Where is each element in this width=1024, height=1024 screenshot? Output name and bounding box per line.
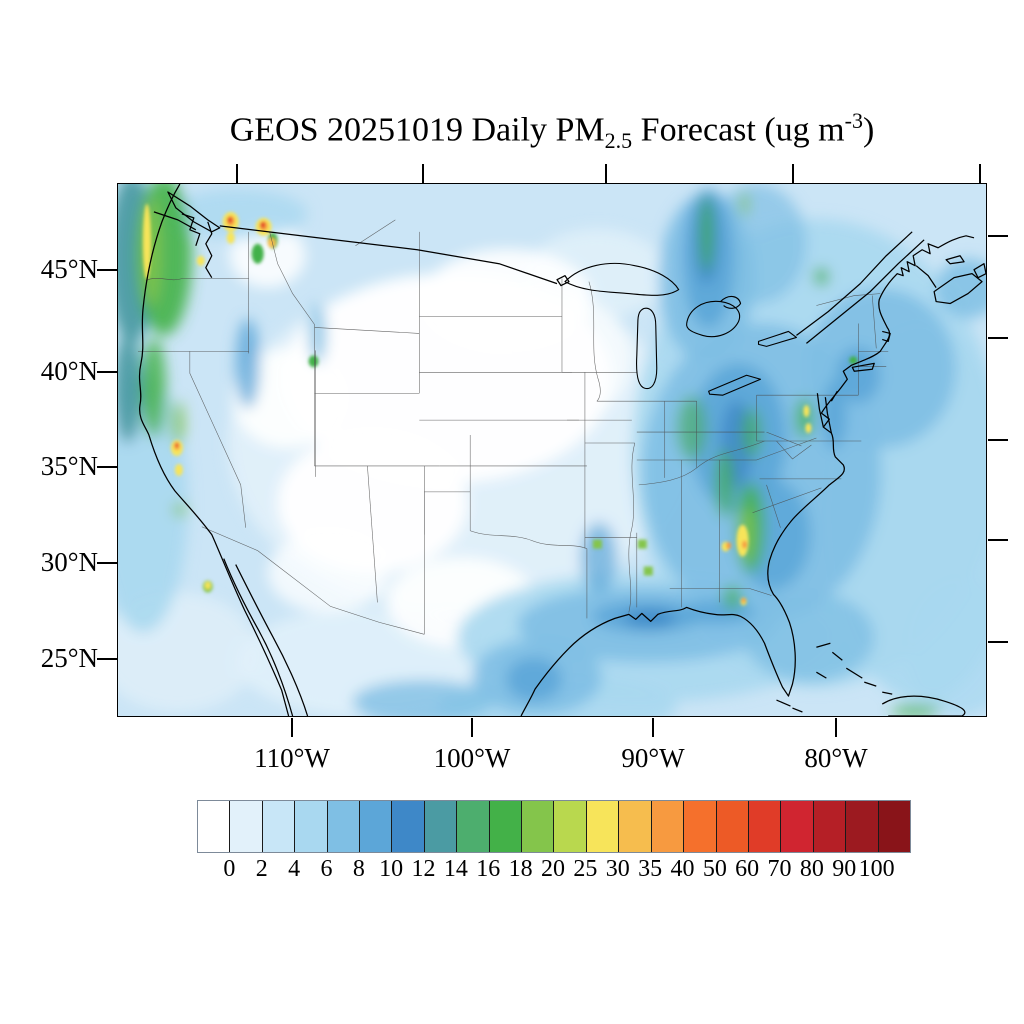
lat-tick-label: 35°N xyxy=(40,451,98,481)
map-panel xyxy=(117,183,987,717)
colorbar-tick-label: 70 xyxy=(767,856,792,882)
axis-tick-right xyxy=(988,641,1008,643)
axis-tick-right xyxy=(988,539,1008,541)
colorbar-tick-label: 90 xyxy=(832,856,857,882)
colorbar-cell xyxy=(392,801,425,852)
axis-tick-top xyxy=(979,164,981,183)
lat-tick-label: 30°N xyxy=(40,547,98,577)
colorbar-tick-label: 0 xyxy=(223,856,236,882)
colorbar-tick-label: 14 xyxy=(443,856,468,882)
axis-tick-top xyxy=(236,164,238,183)
lat-tick-label: 40°N xyxy=(40,356,98,386)
colorbar-cell xyxy=(230,801,263,852)
colorbar-cell xyxy=(424,801,458,852)
lon-tick-label: 90°W xyxy=(621,743,685,773)
colorbar-tick-label: 50 xyxy=(702,856,727,882)
colorbar-cell xyxy=(198,801,231,852)
colorbar-tick-label: 4 xyxy=(288,856,301,882)
colorbar-cell xyxy=(846,801,879,852)
axis-tick-bottom xyxy=(652,718,654,737)
colorbar-tick-label: 18 xyxy=(508,856,533,882)
title-subscript: 2.5 xyxy=(604,128,633,154)
colorbar-tick-label: 8 xyxy=(352,856,365,882)
lat-tick-label: 25°N xyxy=(40,643,98,673)
colorbar-tick-label: 25 xyxy=(573,856,598,882)
lon-tick-label: 100°W xyxy=(433,743,511,773)
title-suffix: ) xyxy=(862,111,875,149)
title-superscript: -3 xyxy=(844,108,863,133)
colorbar-cell xyxy=(262,801,296,852)
axis-tick-top xyxy=(422,164,424,183)
colorbar-cell xyxy=(489,801,523,852)
colorbar-tick-label: 2 xyxy=(255,856,268,882)
colorbar-cell xyxy=(457,801,490,852)
state-borders xyxy=(137,219,889,635)
colorbar-cell xyxy=(813,801,847,852)
axis-tick-left xyxy=(97,371,117,373)
axis-tick-left xyxy=(97,658,117,660)
axis-tick-top xyxy=(605,164,607,183)
axis-tick-bottom xyxy=(291,718,293,737)
title-mid: Forecast (ug m xyxy=(632,111,845,149)
colorbar-cell xyxy=(554,801,587,852)
colorbar-tick-label: 20 xyxy=(541,856,565,882)
colorbar-tick-label: 10 xyxy=(379,856,404,882)
colorbar-cell xyxy=(748,801,782,852)
colorbar-tick-label: 80 xyxy=(799,856,824,882)
colorbar-tick-label: 100 xyxy=(858,856,895,882)
pm-field xyxy=(118,184,986,716)
colorbar-cell xyxy=(651,801,685,852)
colorbar-cell xyxy=(522,801,555,852)
coastlines xyxy=(138,184,986,716)
colorbar-cell xyxy=(878,801,910,852)
axis-tick-right xyxy=(988,235,1008,237)
colorbar-cell xyxy=(781,801,814,852)
axis-tick-bottom xyxy=(835,718,837,737)
axis-tick-left xyxy=(97,269,117,271)
lon-tick-label: 80°W xyxy=(804,743,868,773)
colorbar-tick-label: 35 xyxy=(638,856,663,882)
axis-tick-top xyxy=(792,164,794,183)
colorbar-cell xyxy=(716,801,749,852)
colorbar-tick-label: 60 xyxy=(735,856,760,882)
lat-tick-label: 45°N xyxy=(40,254,98,284)
colorbar-tick-label: 12 xyxy=(411,856,436,882)
colorbar-cell xyxy=(684,801,717,852)
axis-tick-right xyxy=(988,439,1008,441)
axis-tick-left xyxy=(97,466,117,468)
colorbar-cell xyxy=(586,801,620,852)
colorbar-cell xyxy=(360,801,393,852)
colorbar-tick-label: 30 xyxy=(605,856,630,882)
pm-hotspots xyxy=(142,203,858,606)
colorbar-cell xyxy=(619,801,652,852)
figure-title: GEOS 20251019 Daily PM2.5 Forecast (ug m… xyxy=(117,108,987,154)
axis-tick-left xyxy=(97,562,117,564)
axis-tick-right xyxy=(988,337,1008,339)
colorbar-tick-label: 16 xyxy=(476,856,501,882)
axis-tick-bottom xyxy=(471,718,473,737)
colorbar-cell xyxy=(295,801,328,852)
map-svg xyxy=(118,184,986,716)
colorbar-cell xyxy=(327,801,361,852)
colorbar xyxy=(197,800,911,853)
colorbar-tick-label: 6 xyxy=(320,856,333,882)
title-prefix: GEOS 20251019 Daily PM xyxy=(229,111,605,149)
colorbar-tick-label: 40 xyxy=(670,856,695,882)
lon-tick-label: 110°W xyxy=(254,743,330,773)
